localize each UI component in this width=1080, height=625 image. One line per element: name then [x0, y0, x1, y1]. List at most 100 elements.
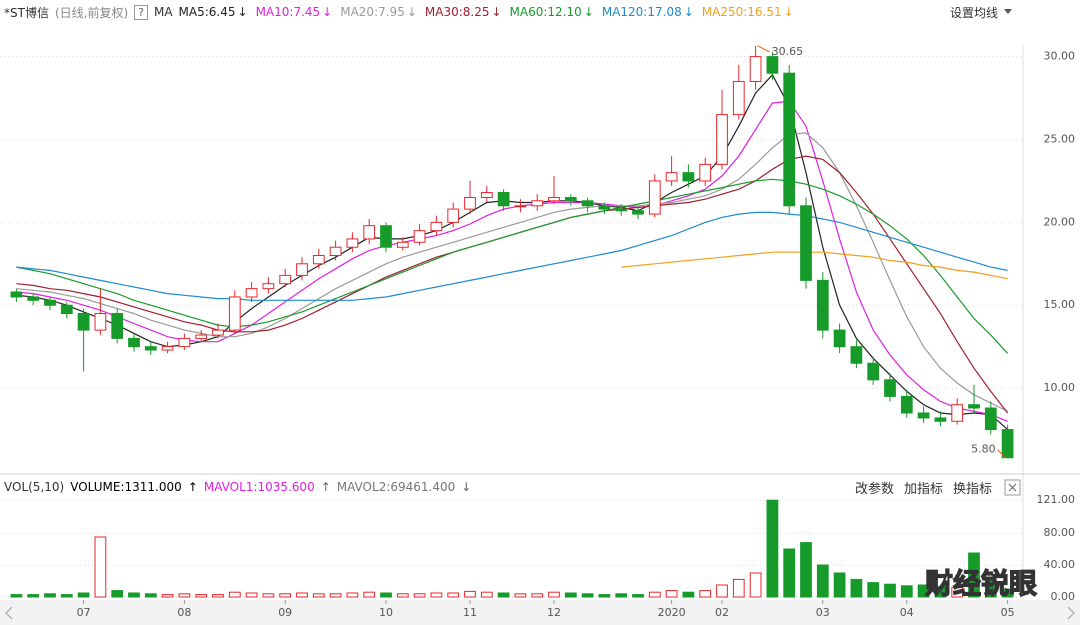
legend-trend: ↓ [583, 5, 594, 19]
candle-body [833, 329, 846, 348]
volume-bar [178, 593, 191, 598]
legend-trend: ↓ [683, 5, 694, 19]
watermark: 财经锐眼 [925, 567, 1037, 600]
ma-label: MA [153, 5, 173, 19]
candle-body [732, 80, 745, 116]
settings-label[interactable]: 设置均线 [949, 5, 998, 20]
ma-line [16, 178, 1009, 354]
volume-bar [10, 594, 23, 598]
button[interactable]: 改参数 [855, 481, 895, 497]
legend-trend: ↓ [783, 5, 794, 19]
candle-body [27, 296, 40, 301]
candle-body [329, 246, 342, 257]
x-tick-label: 03 [816, 606, 830, 619]
x-tick-label: 09 [278, 606, 292, 619]
volume-bar [581, 593, 594, 598]
candle-body [1001, 429, 1014, 459]
legend-entry: MA120:17.08 [601, 5, 682, 19]
y-tick-label: 20.00 [1044, 215, 1076, 228]
volume-bar [363, 591, 376, 598]
candle-body [800, 205, 812, 281]
candle-body [480, 192, 493, 198]
volume-bar [884, 583, 896, 598]
volume-bar [312, 593, 325, 598]
legend-trend: ↑ [320, 480, 331, 494]
volume-label: VOLUME:1311.000 [70, 480, 182, 494]
candle-body [430, 221, 443, 232]
candle-body [867, 362, 880, 381]
candle-body [144, 346, 157, 351]
volume-bar [413, 593, 426, 598]
volume-bar [212, 594, 224, 598]
candle-body [464, 196, 476, 210]
ma-line [16, 132, 1008, 412]
volume-bar [800, 542, 812, 598]
legend-trend: ↓ [491, 5, 502, 19]
volume-bar [144, 593, 157, 598]
candle-body [816, 279, 829, 331]
candle-body [60, 304, 73, 315]
candle-body [648, 180, 661, 215]
candle-body [598, 205, 611, 210]
candle-body [984, 407, 997, 431]
legend: MA5:6.45 ↓ MA10:7.45 ↓ MA20:7.95 ↓ MA30:8.25 ↓ M… [179, 5, 794, 19]
ma-line [621, 251, 1008, 280]
volume-bar [396, 593, 409, 598]
volume-bar [632, 594, 644, 598]
candle-body [968, 404, 980, 409]
candle-body [111, 313, 124, 339]
volume-bar [615, 593, 628, 598]
volume-bar [598, 594, 611, 598]
volume-bar [346, 592, 359, 598]
volume-bar [682, 591, 695, 598]
candle-body [296, 263, 308, 276]
max-label: 30.65 [772, 45, 804, 58]
candle-body [884, 379, 896, 397]
candle-body [497, 192, 510, 207]
legend-trend: ↓ [461, 480, 472, 494]
button[interactable]: 换指标 [953, 481, 993, 497]
candle-body [447, 208, 460, 223]
x-tick-label: 05 [1001, 606, 1015, 619]
candle-body [850, 346, 863, 364]
y-tick-label: 40.00 [1044, 558, 1076, 571]
settings[interactable]: 设置均线 [950, 2, 1012, 22]
volume-bar [380, 592, 392, 598]
candle-body [766, 56, 779, 74]
candle-body [279, 274, 292, 285]
candle-body [682, 172, 695, 182]
candle-body [783, 72, 796, 207]
legend-entry: MA5:6.45 [178, 5, 236, 19]
legend-entry: MA250:16.51 [701, 5, 782, 19]
scrollbar[interactable] [0, 600, 1080, 625]
x-tick-label: 10 [379, 606, 393, 619]
button[interactable]: 加指标 [904, 481, 944, 497]
legend-trend: ↓ [237, 5, 248, 19]
volume-bar [867, 582, 880, 598]
volume-bar [766, 499, 779, 598]
scroll-left[interactable] [5, 606, 13, 620]
volume-bar [480, 591, 493, 598]
candle-body [665, 172, 678, 182]
help-button[interactable]: ? [134, 4, 148, 20]
volume-bar [850, 578, 863, 598]
legend-entry: MA20:7.95 [340, 5, 405, 19]
volume-bar [94, 536, 107, 598]
y-tick-label: 30.00 [1044, 50, 1076, 63]
candle-body [178, 337, 191, 348]
x-tick-label: 08 [177, 606, 191, 619]
volume-bar [514, 593, 527, 598]
candle-body [245, 288, 258, 298]
volume-bar [447, 592, 460, 598]
volume-bar [228, 591, 241, 598]
scroll-right[interactable] [1067, 606, 1075, 620]
volume-bar [128, 592, 140, 598]
volume-header: VOL(5,10) VOLUME:1311.000 ↑ MAVOL1:1035.… [4, 478, 471, 496]
volume-bar [111, 590, 124, 598]
legend-entry: MAVOL1:1035.600 [203, 480, 315, 494]
y-tick-label: 15.00 [1044, 298, 1076, 311]
y-tick-label: 0.00 [1051, 590, 1076, 603]
x-tick-label: 02 [715, 606, 729, 619]
volume-bar [564, 592, 577, 598]
